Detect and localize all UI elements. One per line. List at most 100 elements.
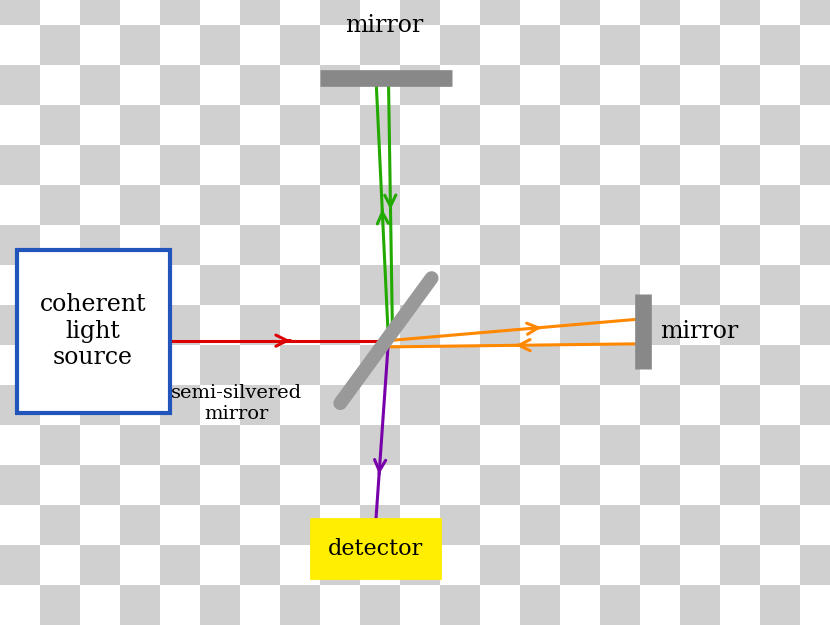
Bar — [480, 585, 520, 625]
Bar — [560, 305, 600, 345]
Bar — [520, 465, 560, 505]
Bar — [320, 0, 360, 25]
Bar — [40, 0, 80, 25]
Bar — [240, 225, 280, 265]
Bar — [280, 185, 320, 225]
Bar — [720, 345, 760, 385]
Bar — [80, 185, 120, 225]
Bar — [80, 65, 120, 105]
Bar — [360, 185, 400, 225]
Bar — [560, 425, 600, 465]
Bar — [760, 25, 800, 65]
Bar — [200, 305, 240, 345]
Bar — [720, 145, 760, 185]
Bar — [720, 305, 760, 345]
Bar — [120, 145, 160, 185]
Bar — [520, 305, 560, 345]
Bar — [0, 345, 40, 385]
Bar — [560, 145, 600, 185]
Bar — [280, 225, 320, 265]
Bar — [800, 225, 830, 265]
Bar — [360, 145, 400, 185]
Bar — [600, 505, 640, 545]
Bar — [680, 0, 720, 25]
Bar — [680, 425, 720, 465]
Bar — [480, 385, 520, 425]
Bar — [560, 265, 600, 305]
Bar — [760, 465, 800, 505]
Bar — [280, 105, 320, 145]
Bar — [240, 0, 280, 25]
Bar — [440, 0, 480, 25]
Bar — [160, 305, 200, 345]
Bar — [80, 385, 120, 425]
Bar — [280, 345, 320, 385]
Bar — [720, 65, 760, 105]
Bar — [760, 0, 800, 25]
Bar — [160, 145, 200, 185]
Bar — [320, 345, 360, 385]
Bar — [760, 65, 800, 105]
Bar — [200, 545, 240, 585]
Bar — [800, 305, 830, 345]
Bar — [560, 545, 600, 585]
Bar — [160, 505, 200, 545]
Bar — [240, 545, 280, 585]
Bar — [160, 585, 200, 625]
Bar — [120, 305, 160, 345]
Bar — [240, 105, 280, 145]
Bar — [480, 345, 520, 385]
Bar — [720, 265, 760, 305]
Bar — [0, 465, 40, 505]
Text: mirror: mirror — [660, 320, 738, 342]
Bar — [640, 385, 680, 425]
Bar — [680, 385, 720, 425]
Bar — [480, 545, 520, 585]
Bar — [40, 345, 80, 385]
Bar — [600, 465, 640, 505]
Bar — [720, 385, 760, 425]
Bar — [520, 425, 560, 465]
Bar — [320, 65, 360, 105]
Bar — [200, 505, 240, 545]
Bar — [400, 425, 440, 465]
Bar — [200, 265, 240, 305]
Bar — [40, 185, 80, 225]
Bar — [440, 305, 480, 345]
Bar — [240, 305, 280, 345]
Bar — [680, 65, 720, 105]
Bar — [280, 25, 320, 65]
Bar — [720, 185, 760, 225]
Bar — [120, 505, 160, 545]
Bar — [200, 585, 240, 625]
Bar — [800, 65, 830, 105]
Bar — [640, 425, 680, 465]
Bar — [440, 225, 480, 265]
Bar — [240, 465, 280, 505]
Bar — [280, 465, 320, 505]
Bar — [400, 145, 440, 185]
Bar — [120, 425, 160, 465]
Bar — [360, 505, 400, 545]
Bar — [0, 425, 40, 465]
Bar — [360, 225, 400, 265]
Bar — [280, 545, 320, 585]
Bar — [760, 185, 800, 225]
Bar — [240, 25, 280, 65]
Bar — [600, 385, 640, 425]
Bar — [800, 145, 830, 185]
Bar — [480, 65, 520, 105]
Bar — [600, 345, 640, 385]
Bar — [400, 385, 440, 425]
Bar — [760, 545, 800, 585]
Bar — [0, 385, 40, 425]
Bar — [360, 385, 400, 425]
Bar — [40, 545, 80, 585]
Bar — [760, 305, 800, 345]
Bar — [40, 585, 80, 625]
Bar — [400, 345, 440, 385]
Bar — [40, 265, 80, 305]
Bar — [520, 545, 560, 585]
Bar — [440, 425, 480, 465]
Bar — [560, 0, 600, 25]
